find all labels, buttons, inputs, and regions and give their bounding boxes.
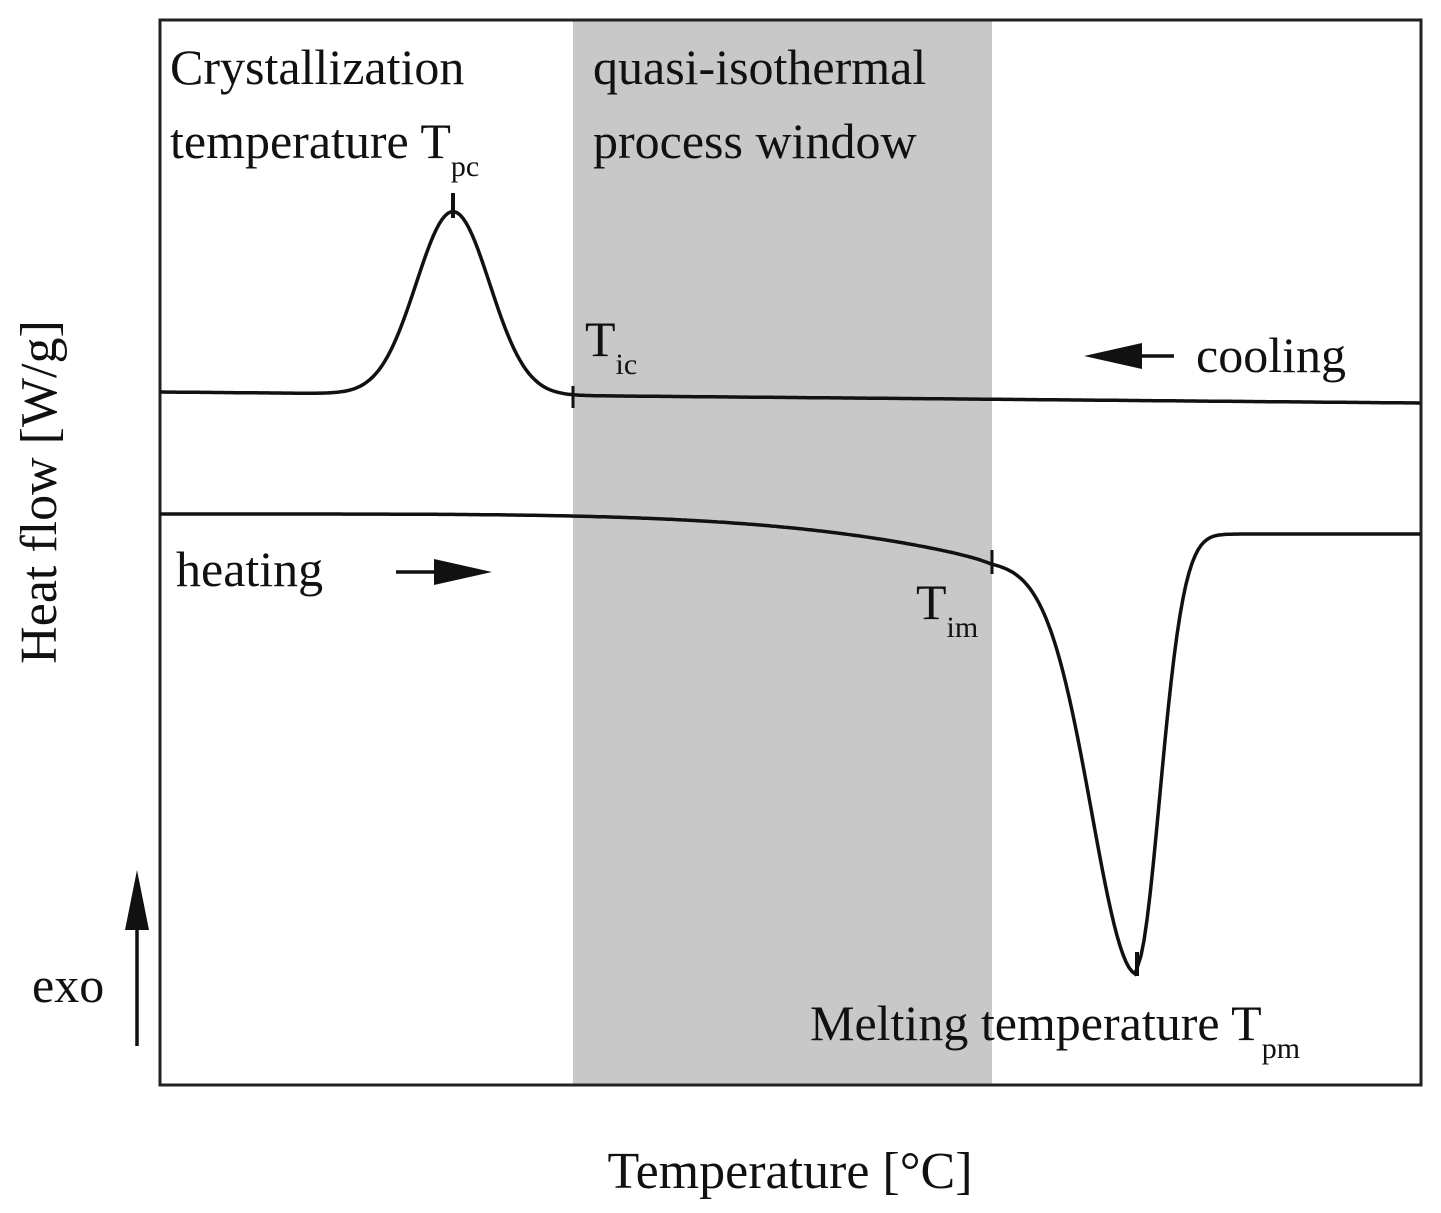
crystallization-label-subscript: pc [451,150,479,183]
x-axis-label: Temperature [°C] [607,1143,972,1200]
tic-label-subscript: ic [616,348,638,381]
tim-label: Tim [916,574,978,644]
cooling-curve [160,209,1420,405]
heating-arrow-icon [434,559,492,585]
exo-label: exo [32,957,104,1013]
heating-label: heating [176,541,323,597]
process-window-label-line1: quasi-isothermal [593,39,926,95]
crystallization-label-line1: Crystallization [170,39,464,95]
tic-label: Tic [585,311,637,381]
process-window-region [573,20,992,1085]
cooling-label: cooling [1196,327,1346,383]
crystallization-label-line2: temperature Tpc [170,113,479,183]
exo-arrow-icon [125,870,149,930]
y-axis-label: Heat flow [W/g] [11,320,68,664]
plot-frame [158,18,1423,1087]
melting-label-subscript: pm [1262,1032,1300,1065]
melting-label: Melting temperature Tpm [810,995,1300,1065]
tim-label-main: T [916,574,947,630]
tic-label-main: T [585,311,616,367]
heating-curve [160,512,1420,977]
tim-label-subscript: im [947,611,979,644]
process-window-label-line2: process window [593,113,917,169]
melting-label-main: Melting temperature T [810,995,1262,1051]
cooling-arrow-icon [1084,343,1142,369]
crystallization-label-main: temperature T [170,113,451,169]
